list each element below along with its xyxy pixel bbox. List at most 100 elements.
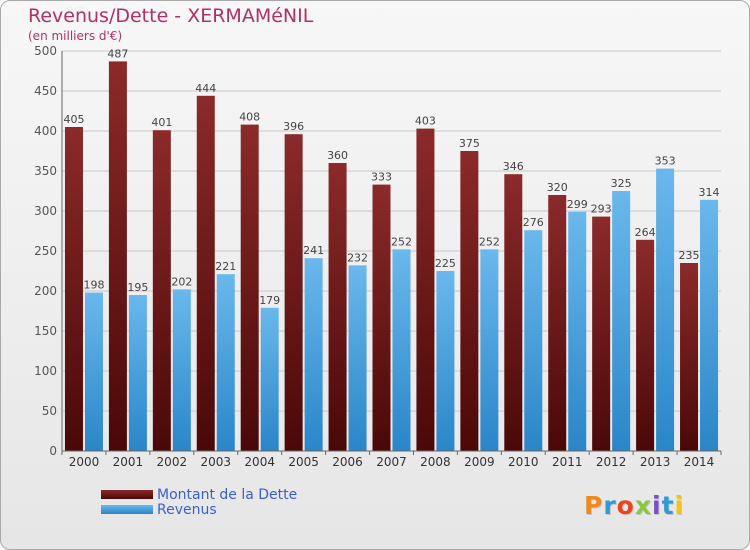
- bar-revenus: [84, 292, 103, 451]
- data-label-dette: 235: [679, 249, 700, 262]
- bar-dette: [504, 174, 523, 451]
- x-tick-label: 2010: [508, 455, 539, 469]
- bar-dette: [416, 128, 435, 451]
- logo-letter: i: [652, 491, 662, 520]
- bar-dette: [108, 61, 127, 452]
- y-tick-label: 150: [34, 324, 57, 338]
- x-tick-label: 2000: [69, 455, 100, 469]
- legend-label-dette: Montant de la Dette: [157, 487, 298, 503]
- bar-dette: [196, 95, 215, 452]
- y-tick-label: 200: [34, 284, 57, 298]
- data-label-dette: 396: [283, 120, 304, 133]
- data-label-revenus: 314: [699, 186, 720, 199]
- bar-revenus: [612, 191, 631, 451]
- data-label-revenus: 232: [347, 251, 368, 264]
- logo-letter: x: [634, 491, 652, 520]
- bar-revenus: [568, 211, 587, 451]
- data-label-revenus: 252: [479, 235, 500, 248]
- bar-revenus: [436, 271, 455, 451]
- legend-swatch-dette: [101, 490, 153, 499]
- y-tick-label: 50: [42, 404, 57, 418]
- data-label-revenus: 252: [391, 235, 412, 248]
- chart-title: Revenus/Dette - XERMAMéNIL: [28, 5, 314, 27]
- data-label-dette: 444: [195, 82, 216, 95]
- x-tick-label: 2002: [157, 455, 188, 469]
- bar-revenus: [392, 249, 411, 451]
- bar-revenus: [260, 307, 279, 451]
- data-label-revenus: 325: [611, 177, 632, 190]
- data-label-dette: 264: [635, 226, 656, 239]
- data-label-dette: 360: [327, 149, 348, 162]
- y-tick-label: 350: [34, 164, 57, 178]
- bar-revenus: [216, 274, 235, 451]
- proxiti-logo: Proxiti: [584, 491, 684, 520]
- y-tick-label: 450: [34, 84, 57, 98]
- x-tick-label: 2007: [376, 455, 407, 469]
- data-label-revenus: 299: [567, 198, 588, 211]
- logo-letter: P: [584, 491, 604, 520]
- bar-revenus: [128, 295, 147, 451]
- bar-revenus: [656, 168, 675, 451]
- legend-swatch-revenus: [101, 505, 153, 514]
- data-label-revenus: 195: [127, 281, 148, 294]
- data-label-revenus: 353: [655, 155, 676, 168]
- data-label-dette: 401: [151, 116, 172, 129]
- data-label-revenus: 225: [435, 257, 456, 270]
- bar-dette: [64, 127, 83, 451]
- bar-dette: [592, 216, 611, 451]
- bar-dette: [680, 263, 699, 451]
- data-label-revenus: 241: [303, 244, 324, 257]
- bar-revenus: [700, 199, 719, 451]
- x-tick-label: 2011: [552, 455, 583, 469]
- bar-dette: [636, 239, 655, 451]
- bar-dette: [328, 163, 347, 451]
- data-label-revenus: 221: [215, 260, 236, 273]
- bar-revenus: [348, 265, 367, 451]
- y-tick-label: 250: [34, 244, 57, 258]
- data-label-revenus: 198: [83, 279, 104, 292]
- x-tick-label: 2006: [332, 455, 363, 469]
- y-tick-label: 500: [34, 44, 57, 58]
- y-tick-label: 400: [34, 124, 57, 138]
- data-label-dette: 487: [107, 47, 128, 60]
- y-tick-label: 100: [34, 364, 57, 378]
- logo-letter: o: [616, 491, 635, 520]
- data-label-dette: 320: [547, 181, 568, 194]
- x-tick-label: 2008: [420, 455, 451, 469]
- logo-letter: r: [603, 491, 617, 520]
- x-tick-label: 2005: [288, 455, 319, 469]
- data-label-dette: 333: [371, 171, 392, 184]
- logo-letter: t: [661, 491, 675, 520]
- bar-dette: [152, 130, 171, 451]
- bar-revenus: [304, 258, 323, 451]
- bar-dette: [548, 195, 567, 451]
- data-label-dette: 375: [459, 137, 480, 150]
- x-tick-label: 2001: [113, 455, 144, 469]
- data-label-revenus: 276: [523, 216, 544, 229]
- data-label-dette: 346: [503, 160, 524, 173]
- chart-subtitle: (en milliers d'€): [28, 29, 123, 43]
- x-tick-label: 2009: [464, 455, 495, 469]
- data-label-dette: 405: [63, 113, 84, 126]
- data-label-revenus: 179: [259, 294, 280, 307]
- x-tick-label: 2012: [596, 455, 627, 469]
- y-tick-label: 0: [49, 444, 57, 458]
- bar-dette: [240, 124, 259, 451]
- data-label-dette: 293: [591, 203, 612, 216]
- legend-label-revenus: Revenus: [157, 502, 217, 518]
- bar-revenus: [172, 289, 191, 451]
- x-tick-label: 2014: [684, 455, 715, 469]
- data-label-revenus: 202: [171, 275, 192, 288]
- bar-dette: [460, 151, 479, 451]
- bar-revenus: [480, 249, 499, 451]
- bar-revenus: [524, 230, 543, 451]
- bar-dette: [284, 134, 303, 451]
- data-label-dette: 408: [239, 111, 260, 124]
- logo-letter: i: [674, 491, 685, 520]
- x-tick-label: 2003: [200, 455, 231, 469]
- x-tick-label: 2013: [640, 455, 671, 469]
- x-tick-label: 2004: [244, 455, 275, 469]
- bar-dette: [372, 184, 391, 451]
